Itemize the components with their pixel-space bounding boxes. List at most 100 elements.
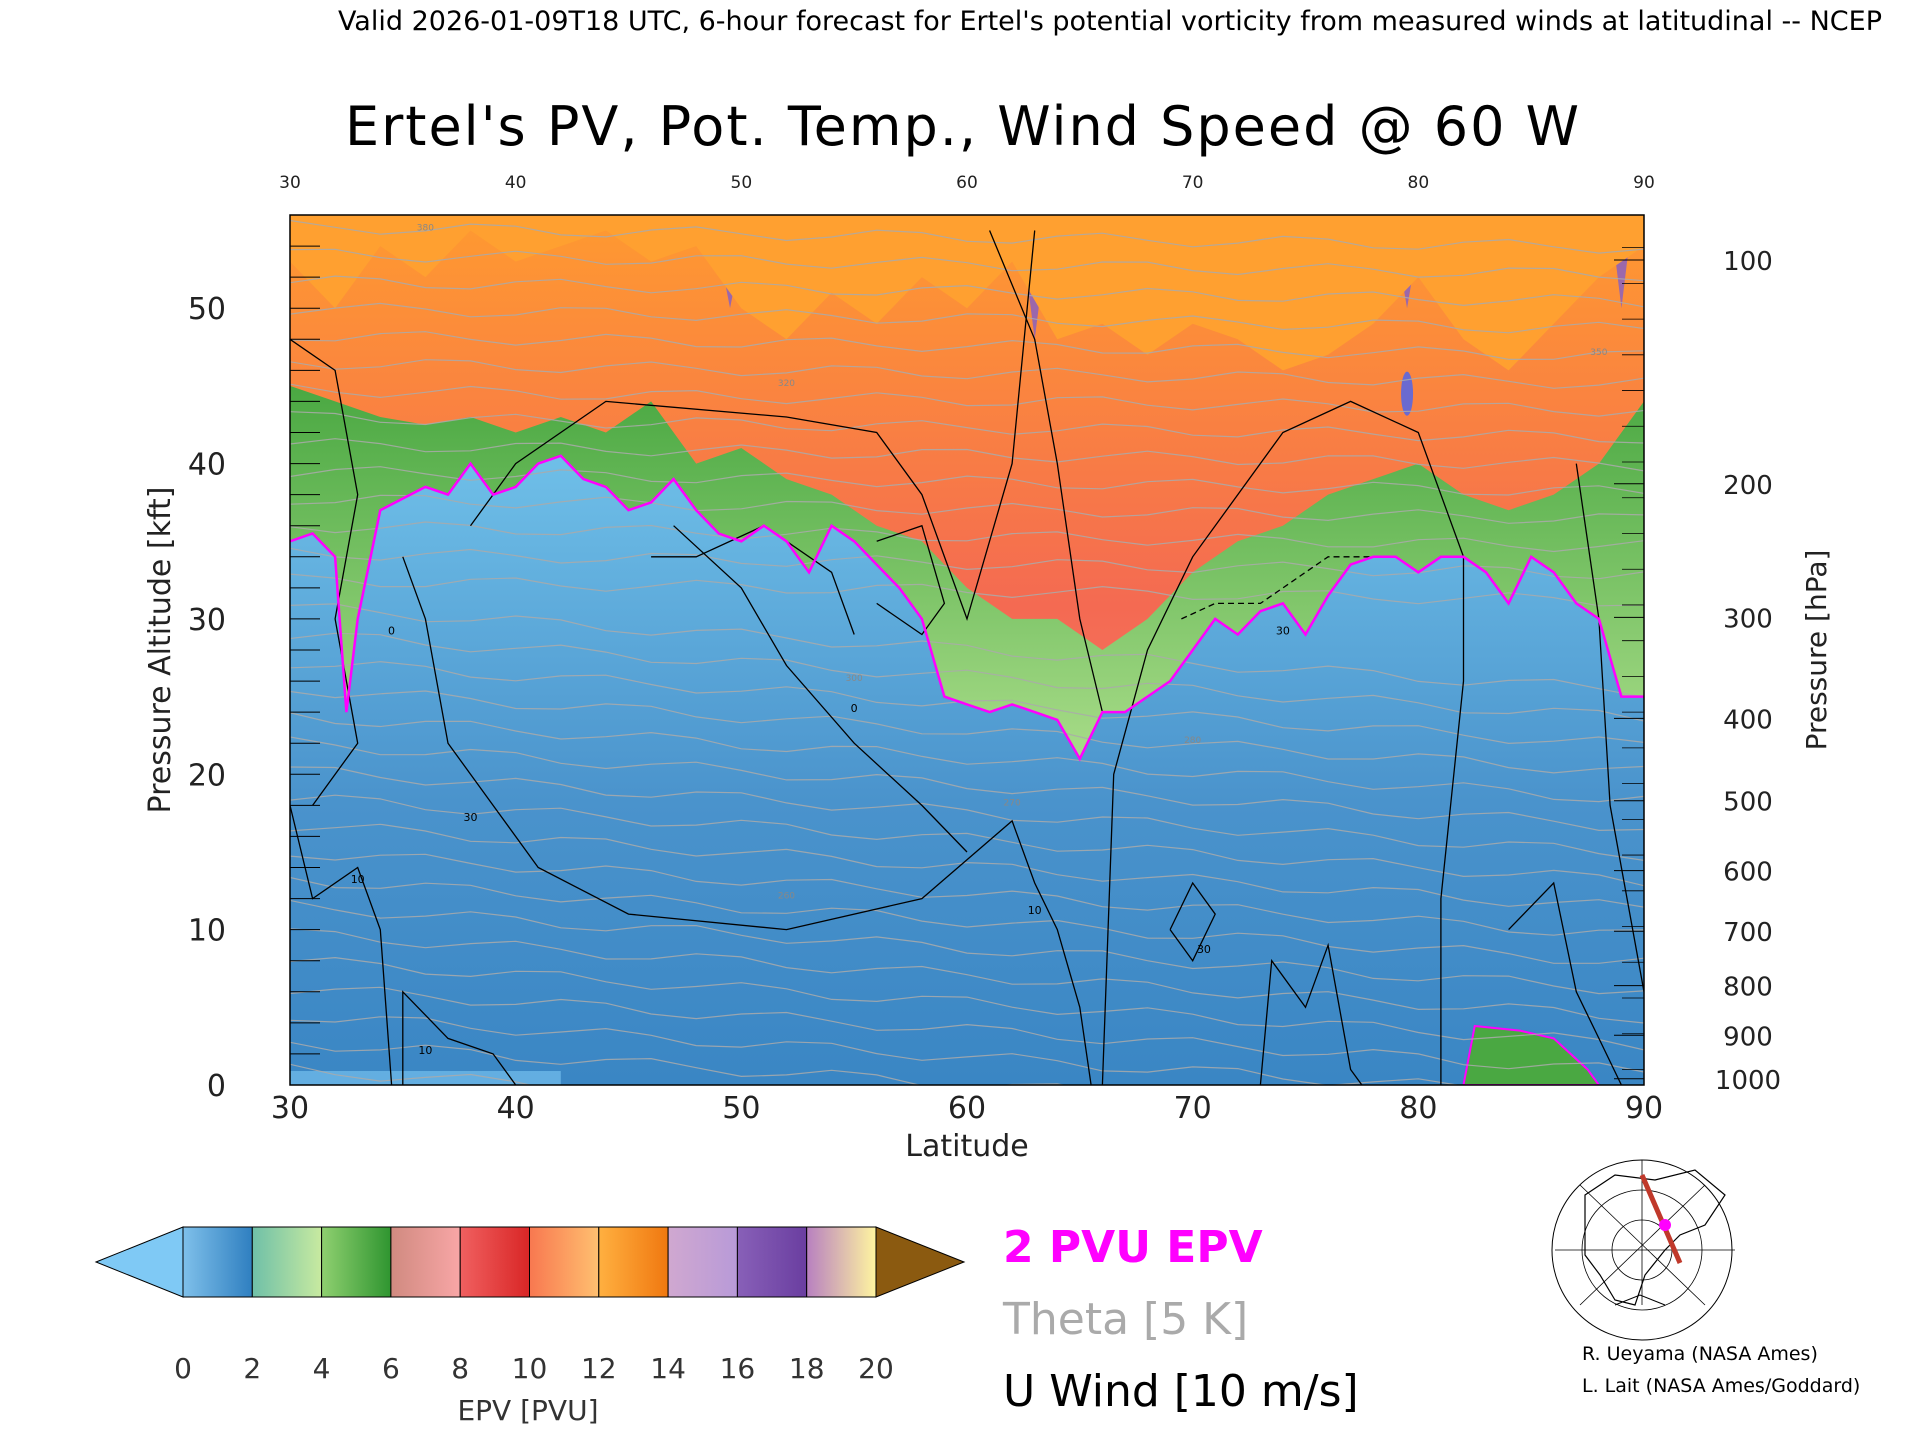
theta-contour (290, 1063, 533, 1085)
wind-contour (469, 230, 1036, 621)
surface-features (290, 1024, 1601, 1085)
theta-contour (290, 736, 1644, 832)
wind-contour (290, 338, 359, 806)
x-tick-label: 60 (948, 1091, 986, 1126)
colorbar-band (667, 1226, 738, 1298)
colorbar-band (182, 1226, 253, 1298)
pressure-tick-label: 800 (1723, 973, 1773, 1003)
section-line (1639, 1174, 1683, 1264)
theta-contour-label: 280 (1184, 736, 1201, 746)
colorbar-band (736, 1226, 808, 1298)
colorbar: 0 2 4 6 8 10 12 14 16 18 20 (94, 1226, 966, 1385)
theta-contour (290, 928, 1644, 1024)
pressure-tick-label: 300 (1723, 604, 1773, 634)
colorbar-tick-label: 20 (858, 1352, 894, 1385)
pressure-tick-label: 100 (1723, 247, 1773, 277)
y-tick-label: 20 (188, 758, 226, 793)
theta-contour (290, 411, 1644, 444)
credit-line-1: R. Ueyama (NASA Ames) (1582, 1343, 1818, 1365)
wind-contour-label: 10 (1028, 904, 1042, 917)
theta-contour (290, 359, 1644, 389)
theta-contour (290, 603, 1644, 698)
theta-contour-label: 380 (417, 224, 434, 234)
y-axis-right: 100 200 300 400 500 600 700 800 900 1000 (1614, 247, 1781, 1096)
theta-contour (290, 331, 1644, 361)
theta-contour (290, 690, 1644, 774)
credit-line-2: L. Lait (NASA Ames/Goddard) (1582, 1375, 1860, 1397)
header-valid-line: Valid 2026-01-09T18 UTC, 6-hour forecast… (338, 6, 1882, 37)
colorbar-tick-label: 10 (512, 1352, 548, 1385)
wind-contour (402, 990, 517, 1085)
x-top-tick-label: 80 (1408, 173, 1430, 193)
theta-contour (290, 248, 1644, 282)
colorbar-tick-label: 8 (451, 1352, 469, 1385)
theta-contour (290, 302, 1644, 334)
theta-contour (290, 383, 1644, 417)
wind-contour-label: 10 (418, 1044, 432, 1057)
y-tick-label: 50 (188, 292, 226, 327)
theta-contour (290, 632, 1644, 722)
theta-contour (290, 573, 1644, 607)
theta-contour (290, 794, 1644, 887)
colorbar-band (806, 1226, 877, 1298)
pressure-tick-label: 1000 (1715, 1066, 1781, 1096)
wind-contour-label: 30 (1197, 943, 1211, 956)
pressure-tick-label: 600 (1723, 858, 1773, 888)
x-top-tick-label: 60 (956, 173, 978, 193)
x-axis-top: 30 40 50 60 70 80 90 (279, 173, 1655, 193)
theta-contour (290, 986, 1644, 1073)
theta-contour (290, 219, 1644, 254)
colorbar-under-arrow (94, 1226, 184, 1298)
x-tick-label: 30 (271, 1091, 309, 1126)
tropopause-2pvu-line (290, 454, 1644, 762)
theta-contour (290, 899, 1644, 995)
x-tick-label: 80 (1399, 1091, 1437, 1126)
y2-axis-label: Pressure [hPa] (1800, 550, 1833, 751)
colorbar-tick-label: 18 (789, 1352, 825, 1385)
surface-pv-blob (1462, 1024, 1601, 1085)
wind-contour-label: 10 (351, 873, 365, 886)
colorbar-tick-label: 6 (382, 1352, 400, 1385)
x-tick-label: 50 (722, 1091, 760, 1126)
x-top-tick-label: 90 (1633, 173, 1655, 193)
x-top-tick-label: 70 (1182, 173, 1204, 193)
x-tick-label: 40 (497, 1091, 535, 1126)
y-tick-label: 10 (188, 914, 226, 949)
y-tick-label: 40 (188, 448, 226, 483)
map-inset (1545, 1155, 1740, 1341)
theta-contour-label: 320 (778, 379, 795, 389)
colorbar-over-arrow (875, 1226, 966, 1298)
theta-contour (290, 521, 1644, 553)
theta-contour-label: 350 (1590, 348, 1607, 358)
y-tick-label: 0 (207, 1069, 226, 1104)
colorbar-tick-label: 0 (174, 1352, 192, 1385)
surface-low-pv (290, 1071, 561, 1085)
wind-contour-label: 0 (388, 624, 395, 637)
theta-contour (290, 1016, 1462, 1085)
pressure-tick-label: 500 (1723, 788, 1773, 818)
colorbar-band (529, 1226, 600, 1298)
x-axis-label: Latitude (905, 1129, 1028, 1164)
legend-theta: Theta [5 K] (1002, 1294, 1248, 1345)
orange-region (290, 215, 1644, 371)
colorbar-band (459, 1226, 531, 1298)
colorbar-tick-label: 12 (581, 1352, 617, 1385)
x-top-tick-label: 50 (731, 173, 753, 193)
wind-contour (402, 556, 1092, 1085)
x-axis-bottom: 30 40 50 60 70 80 90 (271, 1091, 1663, 1126)
colorbar-band (390, 1226, 461, 1298)
wind-contour (1101, 400, 1465, 1085)
theta-contour (290, 876, 1644, 964)
wind-contour (1508, 881, 1622, 1085)
x-top-tick-label: 30 (279, 173, 301, 193)
colorbar-tick-label: 14 (650, 1352, 686, 1385)
theta-contour (290, 1041, 1067, 1085)
theta-contour (290, 712, 1644, 803)
x-top-tick-label: 40 (505, 173, 527, 193)
theta-contour (290, 275, 1644, 308)
colorbar-band (321, 1226, 392, 1298)
theta-contour (290, 853, 1644, 936)
